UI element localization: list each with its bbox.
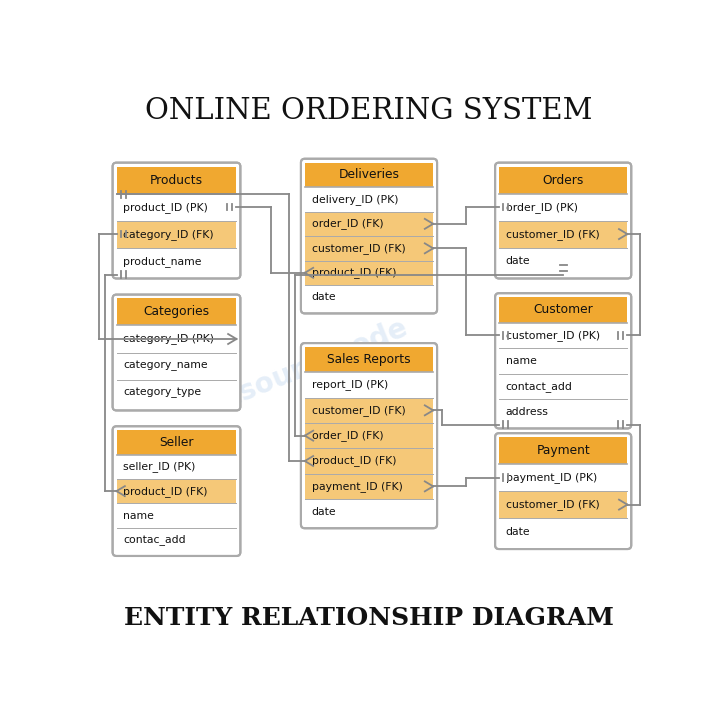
Bar (499, 348, 627, 374)
Bar (305, 187, 433, 212)
Bar (305, 212, 433, 236)
Text: customer_ID (FK): customer_ID (FK) (312, 243, 405, 253)
Bar (499, 297, 627, 323)
Text: payment_ID (FK): payment_ID (FK) (312, 481, 402, 492)
Text: payment_ID (PK): payment_ID (PK) (505, 472, 597, 483)
FancyBboxPatch shape (112, 294, 240, 410)
Bar (305, 449, 433, 474)
Text: Payment: Payment (536, 444, 590, 457)
Bar (117, 454, 236, 479)
Text: customer_ID (FK): customer_ID (FK) (505, 229, 600, 240)
Bar (117, 166, 236, 194)
Text: date: date (312, 507, 336, 517)
Bar (499, 220, 627, 248)
Bar (499, 248, 627, 274)
Text: ENTITY RELATIONSHIP DIAGRAM: ENTITY RELATIONSHIP DIAGRAM (124, 606, 614, 629)
Text: seller_ID (PK): seller_ID (PK) (123, 462, 196, 472)
Bar (117, 430, 236, 454)
Text: itsourcecode: itsourcecode (215, 312, 412, 415)
Bar (499, 437, 627, 464)
Text: contact_add: contact_add (505, 381, 572, 392)
Text: Customer: Customer (534, 303, 593, 316)
Bar (305, 423, 433, 449)
FancyBboxPatch shape (495, 293, 631, 428)
Bar (305, 163, 433, 187)
Bar (117, 325, 236, 353)
Text: delivery_ID (PK): delivery_ID (PK) (312, 194, 398, 204)
Text: customer_ID (PK): customer_ID (PK) (505, 330, 600, 341)
Text: order_ID (FK): order_ID (FK) (312, 218, 383, 229)
Bar (499, 166, 627, 194)
Bar (305, 474, 433, 499)
Bar (305, 397, 433, 423)
Text: Orders: Orders (542, 174, 584, 186)
Text: order_ID (PK): order_ID (PK) (505, 202, 577, 212)
Bar (117, 503, 236, 528)
Bar (305, 347, 433, 372)
FancyBboxPatch shape (112, 163, 240, 279)
Bar (117, 528, 236, 552)
Bar (117, 194, 236, 220)
Bar (305, 372, 433, 397)
FancyBboxPatch shape (112, 426, 240, 556)
Text: Products: Products (150, 174, 203, 186)
Bar (499, 464, 627, 491)
Bar (305, 261, 433, 285)
Text: order_ID (FK): order_ID (FK) (312, 431, 383, 441)
Bar (305, 499, 433, 524)
Text: product_name: product_name (123, 256, 202, 266)
Text: Seller: Seller (159, 436, 194, 449)
Text: name: name (123, 510, 154, 521)
Bar (117, 248, 236, 274)
Text: Sales Reports: Sales Reports (327, 353, 411, 366)
Text: Categories: Categories (143, 305, 210, 318)
FancyBboxPatch shape (495, 163, 631, 279)
Text: product_ID (FK): product_ID (FK) (312, 456, 396, 467)
Bar (499, 323, 627, 348)
FancyBboxPatch shape (301, 343, 437, 528)
Text: category_ID (FK): category_ID (FK) (123, 229, 214, 240)
Bar (499, 491, 627, 518)
Text: category_type: category_type (123, 388, 202, 398)
Text: ONLINE ORDERING SYSTEM: ONLINE ORDERING SYSTEM (145, 97, 593, 125)
Text: date: date (505, 256, 531, 266)
Text: date: date (505, 526, 531, 536)
Text: product_ID (FK): product_ID (FK) (312, 267, 396, 278)
Text: customer_ID (FK): customer_ID (FK) (312, 405, 405, 415)
FancyBboxPatch shape (495, 433, 631, 549)
Text: category_name: category_name (123, 361, 208, 372)
Text: name: name (505, 356, 536, 366)
Text: product_ID (FK): product_ID (FK) (123, 486, 207, 497)
Text: category_ID (PK): category_ID (PK) (123, 333, 215, 344)
Bar (305, 285, 433, 310)
Text: product_ID (PK): product_ID (PK) (123, 202, 208, 212)
Bar (305, 236, 433, 261)
Text: contac_add: contac_add (123, 534, 186, 545)
Text: address: address (505, 407, 549, 417)
Bar (117, 479, 236, 503)
FancyBboxPatch shape (301, 158, 437, 313)
Text: date: date (312, 292, 336, 302)
Bar (117, 379, 236, 407)
Bar (117, 353, 236, 379)
Text: Deliveries: Deliveries (338, 168, 400, 181)
Text: report_ID (PK): report_ID (PK) (312, 379, 388, 390)
Bar (117, 299, 236, 325)
Text: customer_ID (FK): customer_ID (FK) (505, 499, 600, 510)
Bar (499, 518, 627, 545)
Bar (117, 220, 236, 248)
Bar (499, 194, 627, 220)
Bar (499, 374, 627, 399)
Bar (499, 399, 627, 425)
